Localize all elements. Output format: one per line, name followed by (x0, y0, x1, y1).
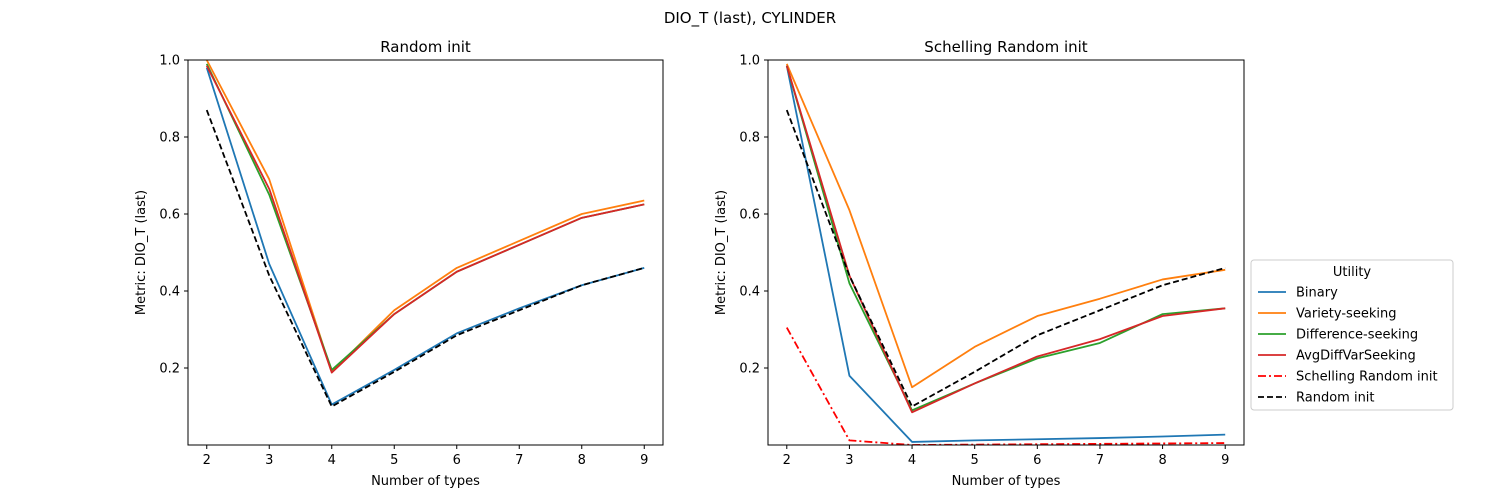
y-tick-label: 0.4 (739, 285, 760, 300)
x-tick-label: 5 (390, 453, 398, 468)
y-axis-label: Metric: DIO_T (last) (134, 190, 149, 315)
x-tick-label: 7 (515, 453, 523, 468)
y-tick-label: 0.6 (159, 208, 180, 223)
x-tick-label: 9 (1221, 453, 1229, 468)
x-axis-label: Number of types (371, 474, 480, 489)
series-line-binary (785, 65, 1226, 443)
axes-frame (767, 59, 1245, 446)
series-line-variety-seeking (205, 59, 645, 373)
series-line-variety-seeking (785, 63, 1226, 389)
figure-suptitle: DIO_T (last), CYLINDER (664, 9, 836, 28)
legend-label-variety-seeking: Variety-seeking (1296, 307, 1396, 322)
x-tick-label: 6 (1033, 453, 1041, 468)
x-tick-label: 2 (783, 453, 791, 468)
x-tick-label: 9 (640, 453, 648, 468)
series-line-schelling-random-init (786, 327, 1226, 445)
legend-entries: Binary Variety-seeking Difference-seeking A… (1258, 286, 1438, 406)
legend-label-difference-seeking: Difference-seeking (1296, 328, 1418, 343)
legend: Utility Binary Variety-seeking Difference-… (1250, 259, 1454, 411)
legend-frame (1250, 259, 1454, 411)
legend-label-avgdiffvarseeking: AvgDiffVarSeeking (1296, 349, 1416, 364)
chart-title: Random init (380, 38, 471, 56)
y-tick-label: 0.8 (159, 131, 180, 146)
x-tick-label: 3 (265, 453, 273, 468)
x-tick-label: 4 (908, 453, 916, 468)
legend-label-binary: Binary (1296, 286, 1338, 301)
y-tick-label: 0.2 (159, 362, 180, 377)
x-tick-label: 8 (1158, 453, 1166, 468)
series-group (785, 63, 1226, 445)
legend-label-random-init: Random init (1296, 391, 1375, 406)
y-tick-label: 0.2 (739, 362, 760, 377)
chart-panel-random-init: 2 3 4 5 6 7 8 9 0.2 0.4 0.6 0.8 1.0 Random init Number… (134, 38, 664, 489)
y-tick-label: 0.8 (739, 131, 760, 146)
x-axis-label: Number of types (952, 474, 1061, 489)
y-tick-label: 0.6 (739, 208, 760, 223)
series-group (205, 59, 645, 408)
y-tick-label: 0.4 (159, 285, 180, 300)
x-tick-label: 4 (328, 453, 336, 468)
legend-label-schelling-random-init: Schelling Random init (1296, 370, 1438, 385)
x-tick-label: 7 (1096, 453, 1104, 468)
chart-title: Schelling Random init (924, 38, 1088, 56)
axes-frame (187, 59, 664, 446)
x-tick-label: 6 (453, 453, 461, 468)
chart-panel-schelling-random-init: 2 3 4 5 6 7 8 9 0.2 0.4 0.6 0.8 1.0 Schelling Random … (714, 38, 1245, 489)
series-line-random-init (785, 109, 1226, 408)
y-tick-label: 1.0 (159, 54, 180, 69)
x-tick-label: 3 (845, 453, 853, 468)
series-line-random-init (205, 109, 645, 408)
series-line-avgdiffvarseeking (205, 65, 645, 374)
y-axis-label: Metric: DIO_T (last) (714, 190, 729, 315)
x-tick-label: 8 (578, 453, 586, 468)
x-tick-label: 2 (203, 453, 211, 468)
x-tick-label: 5 (971, 453, 979, 468)
y-tick-label: 1.0 (739, 54, 760, 69)
legend-title: Utility (1333, 265, 1372, 280)
